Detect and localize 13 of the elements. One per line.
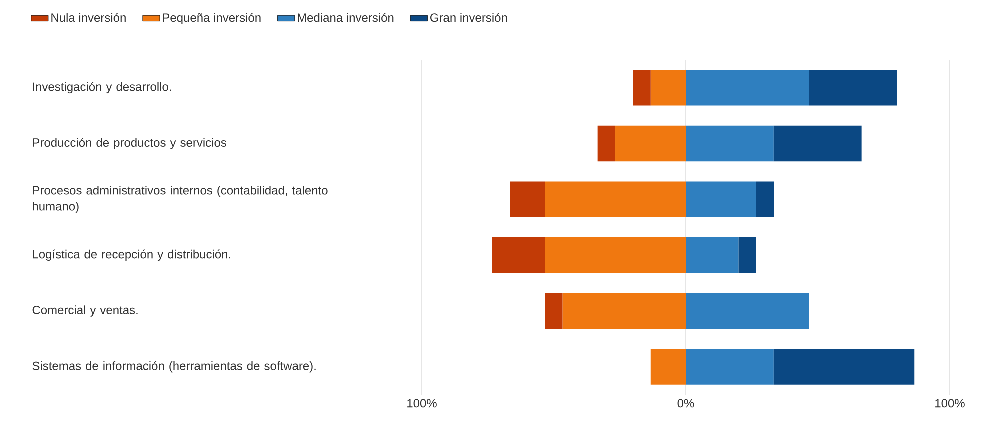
legend-label: Mediana inversión xyxy=(298,13,394,22)
legend-label: Nula inversión xyxy=(52,13,126,22)
x-tick-label: 0% xyxy=(678,399,694,408)
legend-label: Gran inversión xyxy=(430,13,508,22)
y-tick-label: Logística de recepción y distribución. xyxy=(33,250,231,262)
legend-label: Pequeña inversión xyxy=(163,13,261,24)
y-tick-label: Producción de productos y servicios xyxy=(33,138,226,150)
y-tick-label: Investigación y desarrollo. xyxy=(33,82,172,94)
y-tick-label: Sistemas de información (herramientas de software). xyxy=(32,361,316,373)
y-tick-label: Procesos administrativos internos (contabilidad, talento humano) xyxy=(33,186,328,214)
x-tick-label: 100% xyxy=(936,399,965,408)
y-tick-label: Comercial y ventas. xyxy=(32,306,138,317)
x-tick-label: 100% xyxy=(408,399,437,408)
